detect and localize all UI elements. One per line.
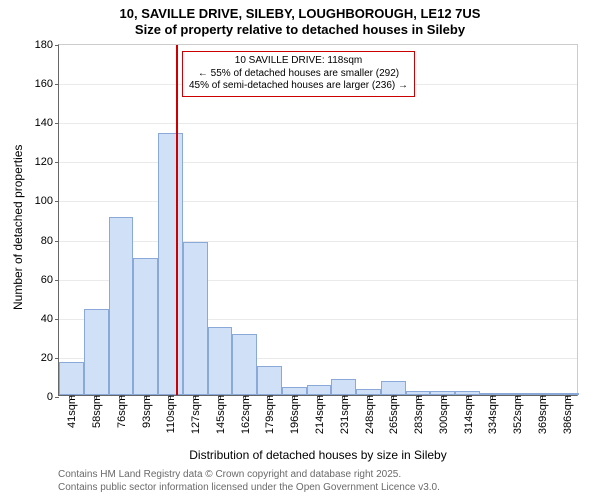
bar	[133, 258, 158, 395]
x-tick: 58sqm	[89, 395, 103, 428]
x-tick: 265sqm	[386, 395, 400, 434]
x-tick: 352sqm	[510, 395, 524, 434]
y-tick: 60	[41, 274, 59, 286]
marker-line	[176, 45, 178, 395]
x-tick: 145sqm	[213, 395, 227, 434]
gridline	[59, 162, 577, 163]
x-tick: 314sqm	[461, 395, 475, 434]
gridline	[59, 123, 577, 124]
bar	[232, 334, 257, 395]
x-tick: 214sqm	[312, 395, 326, 434]
bar	[331, 379, 356, 395]
x-tick: 334sqm	[485, 395, 499, 434]
x-tick: 162sqm	[238, 395, 252, 434]
credits-line1: Contains HM Land Registry data © Crown c…	[58, 468, 440, 481]
bar	[158, 133, 183, 395]
annotation-line: 45% of semi-detached houses are larger (…	[189, 80, 408, 93]
chart-container: 10, SAVILLE DRIVE, SILEBY, LOUGHBOROUGH,…	[0, 0, 600, 500]
chart-title-line1: 10, SAVILLE DRIVE, SILEBY, LOUGHBOROUGH,…	[0, 6, 600, 22]
y-tick: 180	[35, 39, 59, 51]
bar	[59, 362, 84, 395]
x-tick: 196sqm	[287, 395, 301, 434]
x-axis-label: Distribution of detached houses by size …	[58, 448, 578, 462]
gridline	[59, 201, 577, 202]
y-tick: 160	[35, 78, 59, 90]
bar	[307, 385, 332, 395]
x-tick: 369sqm	[535, 395, 549, 434]
x-tick: 93sqm	[139, 395, 153, 428]
x-tick: 386sqm	[560, 395, 574, 434]
y-tick: 100	[35, 195, 59, 207]
y-axis-label: Number of detached properties	[11, 145, 25, 310]
plot-area: 02040608010012014016018041sqm58sqm76sqm9…	[58, 44, 578, 396]
annotation-line: ← 55% of detached houses are smaller (29…	[189, 68, 408, 81]
x-tick: 231sqm	[337, 395, 351, 434]
x-tick: 41sqm	[64, 395, 78, 428]
y-tick: 140	[35, 117, 59, 129]
x-tick: 179sqm	[262, 395, 276, 434]
gridline	[59, 241, 577, 242]
bar	[257, 366, 282, 395]
chart-title-line2: Size of property relative to detached ho…	[0, 22, 600, 38]
y-tick: 120	[35, 156, 59, 168]
x-tick: 127sqm	[188, 395, 202, 434]
x-tick: 300sqm	[436, 395, 450, 434]
y-tick: 40	[41, 313, 59, 325]
y-tick: 0	[47, 391, 59, 403]
bar	[282, 387, 307, 395]
bar	[381, 381, 406, 395]
x-tick: 110sqm	[163, 395, 177, 433]
annotation-box: 10 SAVILLE DRIVE: 118sqm← 55% of detache…	[182, 51, 415, 97]
credits: Contains HM Land Registry data © Crown c…	[58, 468, 440, 494]
bar	[208, 327, 233, 395]
x-tick: 283sqm	[411, 395, 425, 434]
x-tick: 76sqm	[114, 395, 128, 428]
y-tick: 80	[41, 235, 59, 247]
annotation-line: 10 SAVILLE DRIVE: 118sqm	[189, 55, 408, 68]
bar	[109, 217, 134, 395]
y-tick: 20	[41, 352, 59, 364]
x-tick: 248sqm	[362, 395, 376, 434]
bar	[84, 309, 109, 395]
credits-line2: Contains public sector information licen…	[58, 481, 440, 494]
bar	[183, 242, 208, 395]
